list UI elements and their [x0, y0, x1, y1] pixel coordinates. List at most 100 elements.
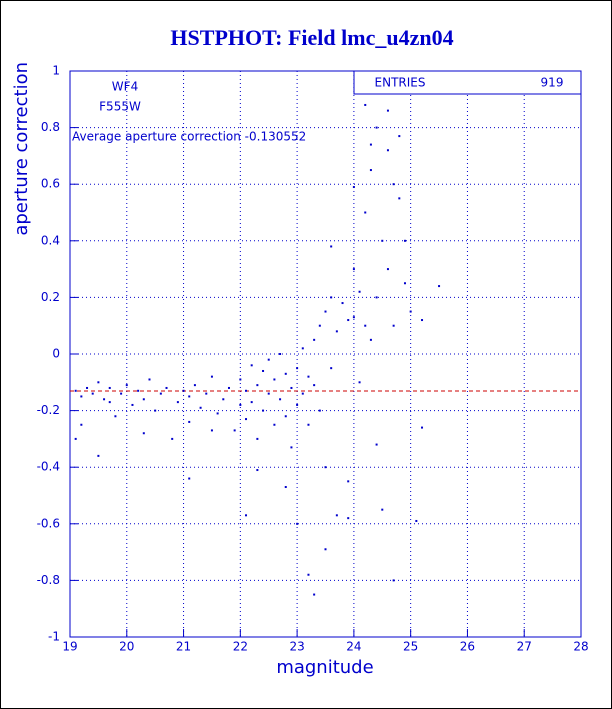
x-tick-label: 25 — [403, 640, 418, 654]
point — [114, 415, 117, 418]
point — [284, 415, 287, 418]
point — [279, 398, 282, 401]
point — [381, 508, 384, 511]
point — [421, 319, 424, 322]
point — [369, 143, 372, 146]
point — [154, 409, 157, 412]
point — [108, 401, 111, 404]
y-tick-label: 0.8 — [41, 120, 60, 134]
point — [307, 573, 310, 576]
point — [250, 364, 253, 367]
point — [267, 392, 270, 395]
point — [313, 338, 316, 341]
point — [438, 285, 441, 288]
point — [267, 358, 270, 361]
point — [335, 330, 338, 333]
point — [103, 398, 106, 401]
point — [358, 381, 361, 384]
mean-label: Average aperture correction -0.130552 — [72, 130, 306, 144]
x-tick-label: 22 — [233, 640, 248, 654]
point — [364, 103, 367, 106]
stats-value: 919 — [541, 76, 564, 90]
point — [369, 338, 372, 341]
point — [256, 437, 259, 440]
point — [193, 384, 196, 387]
point — [245, 514, 248, 517]
point — [381, 239, 384, 242]
point — [262, 409, 265, 412]
point — [398, 197, 401, 200]
point — [91, 392, 94, 395]
point — [262, 369, 265, 372]
point — [239, 403, 242, 406]
point — [324, 466, 327, 469]
y-tick-label: 0.6 — [41, 177, 60, 191]
annotation: WF4 — [112, 80, 138, 94]
point — [352, 268, 355, 271]
point — [403, 282, 406, 285]
point — [307, 375, 310, 378]
point — [97, 381, 100, 384]
x-tick-label: 28 — [573, 640, 588, 654]
point — [301, 347, 304, 350]
x-tick-label: 26 — [460, 640, 475, 654]
point — [375, 443, 378, 446]
point — [301, 392, 304, 395]
point — [318, 409, 321, 412]
point — [318, 324, 321, 327]
point — [245, 389, 248, 392]
point — [347, 480, 350, 483]
y-tick-label: -0.6 — [37, 516, 60, 530]
y-tick-label: 0.2 — [41, 290, 60, 304]
point — [148, 378, 151, 381]
point — [386, 149, 389, 152]
point — [205, 392, 208, 395]
point — [369, 169, 372, 172]
point — [131, 403, 134, 406]
point — [273, 423, 276, 426]
point — [233, 429, 236, 432]
point — [279, 353, 282, 355]
point — [347, 517, 350, 520]
point — [296, 367, 299, 370]
x-tick-label: 20 — [119, 640, 134, 654]
point — [142, 432, 145, 435]
point — [227, 386, 230, 389]
stats-label: ENTRIES — [375, 76, 426, 90]
x-tick-label: 27 — [517, 640, 532, 654]
y-tick-label: -0.2 — [37, 403, 60, 417]
point — [324, 548, 327, 551]
y-tick-label: -0.4 — [37, 460, 60, 474]
x-tick-label: 23 — [289, 640, 304, 654]
y-axis-label: aperture correction — [11, 62, 32, 236]
point — [324, 310, 327, 313]
point — [398, 135, 401, 138]
point — [256, 384, 259, 387]
point — [176, 401, 179, 404]
point — [245, 418, 248, 421]
point — [335, 514, 338, 517]
x-axis-label: magnitude — [276, 657, 373, 678]
y-tick-label: 0 — [52, 347, 60, 361]
point — [364, 211, 367, 214]
point — [80, 395, 83, 398]
point — [392, 324, 395, 327]
point — [296, 403, 299, 406]
point — [239, 378, 242, 381]
point — [80, 423, 83, 426]
x-tick-label: 21 — [176, 640, 191, 654]
y-tick-label: -1 — [48, 630, 60, 644]
x-tick-label: 19 — [62, 640, 77, 654]
chart-title: HSTPHOT: Field lmc_u4zn04 — [170, 25, 453, 50]
point — [392, 579, 395, 582]
point — [392, 183, 395, 186]
point — [386, 268, 389, 271]
point — [256, 469, 259, 472]
point — [330, 245, 333, 248]
point — [290, 446, 293, 449]
point — [74, 389, 77, 392]
point — [364, 324, 367, 327]
point — [415, 519, 418, 522]
point — [284, 486, 287, 489]
